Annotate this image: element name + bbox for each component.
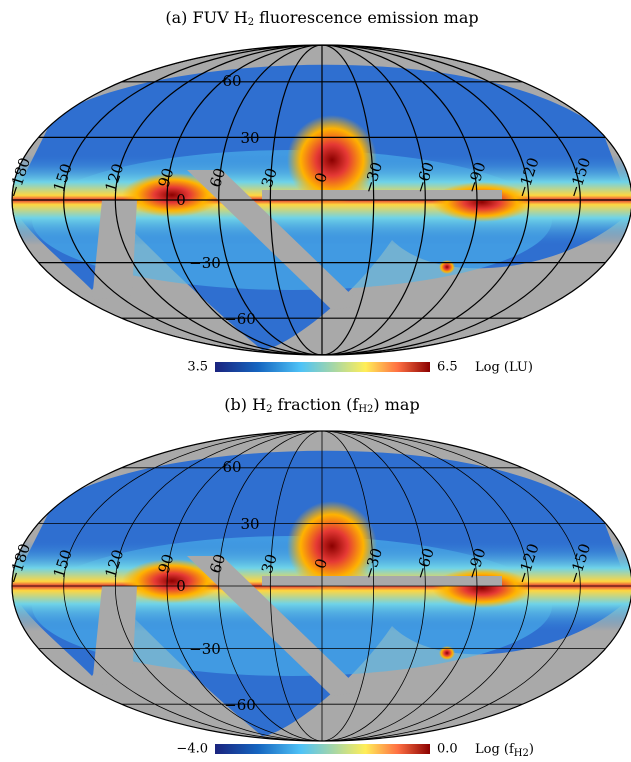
figure: (a) FUV H2 fluorescence emission map−180… <box>0 0 631 762</box>
panel: (a) FUV H2 fluorescence emission map−180… <box>0 8 631 375</box>
latitude-label: 0 <box>176 577 186 595</box>
text-part: Log (f <box>475 742 515 757</box>
text-part: ) map <box>373 395 419 414</box>
latitude-label: −60 <box>224 696 256 714</box>
latitude-label: 60 <box>222 458 241 476</box>
latitude-label: 30 <box>240 515 259 533</box>
text-part: fluorescence emission map <box>254 8 479 27</box>
latitude-label: −30 <box>189 254 221 272</box>
text-part: H2 <box>514 748 529 759</box>
text-part: (a) FUV H <box>165 8 247 27</box>
panel-title: (b) H2 fraction (fH2) map <box>224 395 419 415</box>
text-part: (b) H <box>224 395 266 414</box>
colorbar-unit: Log (fH2) <box>475 742 534 759</box>
latitude-label: 30 <box>240 129 259 147</box>
colorbar-min: −4.0 <box>176 742 208 757</box>
text-part: ) <box>529 742 534 757</box>
latitude-label: −60 <box>224 310 256 328</box>
colorbar-max: 0.0 <box>437 742 458 757</box>
colorbar-min: 3.5 <box>187 360 208 375</box>
latitude-label: 0 <box>176 191 186 209</box>
panel-title: (a) FUV H2 fluorescence emission map <box>165 8 478 28</box>
colorbar <box>215 362 430 372</box>
colorbar-max: 6.5 <box>437 360 458 375</box>
hot-spot <box>439 646 455 660</box>
latitude-label: 60 <box>222 72 241 90</box>
text-part: Log (LU) <box>475 360 533 375</box>
text-part: fraction (f <box>272 395 359 414</box>
colorbar-unit: Log (LU) <box>475 360 533 375</box>
text-part: H2 <box>358 404 373 415</box>
latitude-label: −30 <box>189 640 221 658</box>
colorbar <box>215 744 430 754</box>
